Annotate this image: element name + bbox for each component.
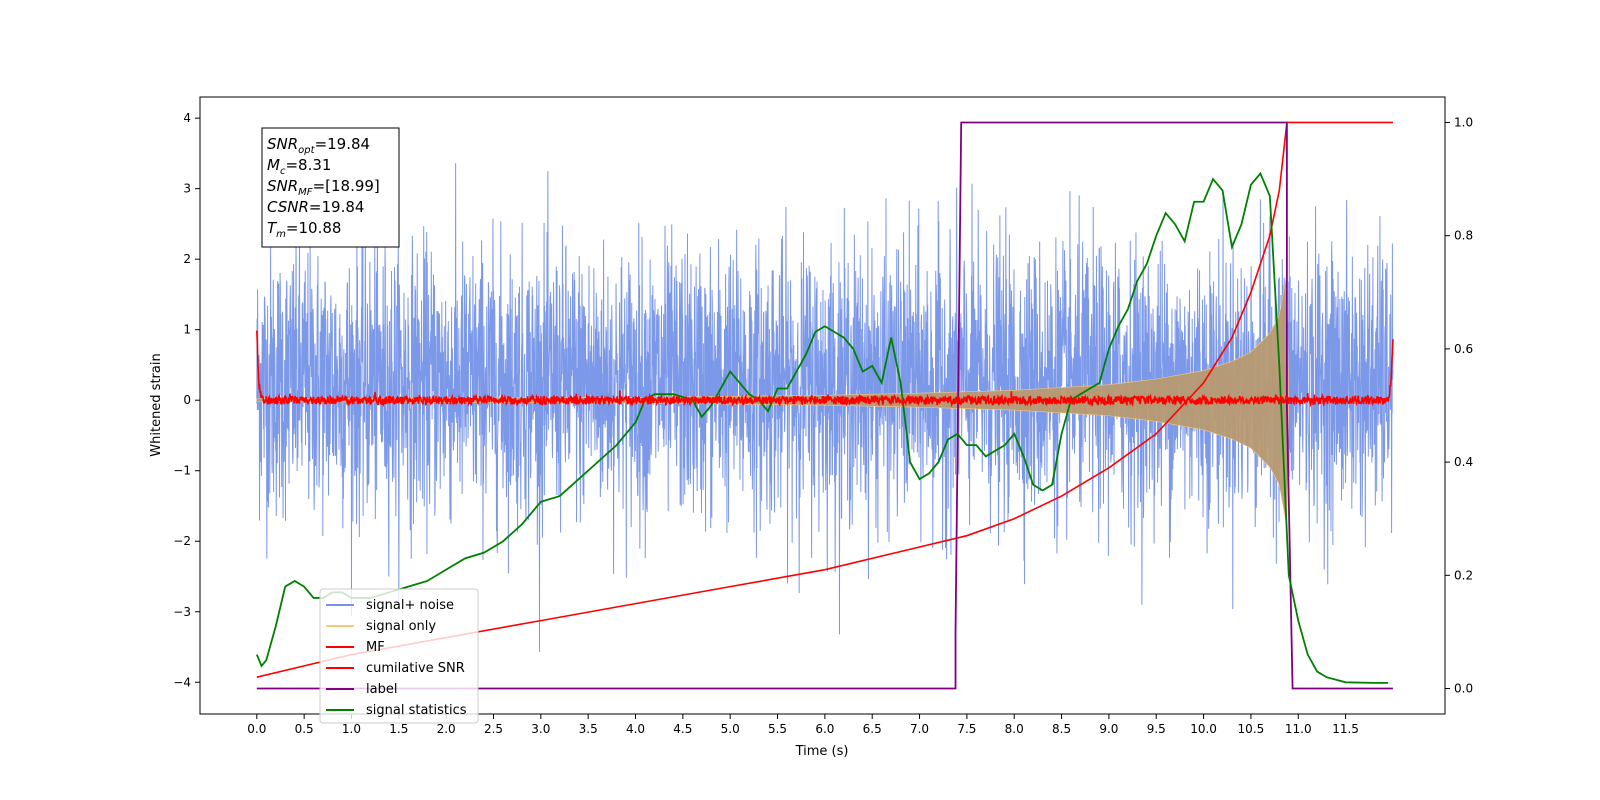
x-tick-label: 11.0 <box>1285 722 1312 736</box>
label-series <box>256 121 1393 690</box>
x-axis-label: Time (s) <box>795 744 849 759</box>
x-tick-label: 1.5 <box>389 722 408 736</box>
right-tick-label: 0.6 <box>1454 342 1473 356</box>
legend-label: label <box>366 682 397 697</box>
x-tick-label: 9.5 <box>1147 722 1166 736</box>
right-tick-label: 0.0 <box>1454 682 1473 696</box>
x-tick-label: 10.0 <box>1190 722 1217 736</box>
y-tick-label: 2 <box>183 252 191 266</box>
right-axis-ticks: 1.0 0.8 0.6 0.4 0.2 0.0 <box>1445 115 1473 696</box>
x-tick-label: 4.5 <box>673 722 692 736</box>
legend: signal+ noise signal only MF cumilative SNR… <box>319 588 479 724</box>
legend-entry: signal only <box>326 619 436 634</box>
y-tick-label: −2 <box>173 534 191 548</box>
x-tick-label: 7.0 <box>910 722 929 736</box>
y-tick-label: −4 <box>173 675 191 689</box>
y-axis-label: Whitened strain <box>149 353 164 456</box>
legend-entry: cumilative SNR <box>326 661 465 676</box>
legend-label: MF <box>366 640 385 655</box>
mf-series <box>256 330 1394 408</box>
right-tick-label: 0.2 <box>1454 568 1473 582</box>
x-tick-label: 8.0 <box>1005 722 1024 736</box>
signal-statistics-series <box>255 171 1389 684</box>
x-tick-label: 3.5 <box>579 722 598 736</box>
x-tick-label: 2.0 <box>437 722 456 736</box>
label-line <box>256 121 1393 690</box>
x-tick-label: 5.0 <box>721 722 740 736</box>
legend-entry: signal+ noise <box>326 598 454 613</box>
y-tick-label: −1 <box>173 464 191 478</box>
signal-statistics-line <box>255 171 1389 684</box>
x-tick-label: 7.5 <box>957 722 976 736</box>
right-tick-label: 1.0 <box>1454 115 1473 129</box>
x-tick-label: 2.5 <box>484 722 503 736</box>
x-tick-label: 1.0 <box>342 722 361 736</box>
annotation-line: SNRopt=19.84 <box>267 135 370 156</box>
x-tick-label: 0.0 <box>247 722 266 736</box>
x-tick-label: 6.0 <box>815 722 834 736</box>
x-tick-label: 11.5 <box>1332 722 1359 736</box>
legend-label: signal only <box>366 619 436 634</box>
annotation-line: CSNR=19.84 <box>267 198 364 216</box>
legend-entry: MF <box>326 640 385 655</box>
legend-entry: signal statistics <box>326 703 467 718</box>
x-tick-label: 5.5 <box>768 722 787 736</box>
annotation-line: Mc=8.31 <box>267 156 331 177</box>
y-tick-label: −3 <box>173 605 191 619</box>
y-tick-label: 1 <box>183 323 191 337</box>
legend-entry: label <box>326 682 397 697</box>
y-tick-label: 0 <box>183 393 191 407</box>
x-tick-label: 10.5 <box>1238 722 1265 736</box>
annotation-line: Tm=10.88 <box>267 219 341 240</box>
x-axis-ticks: 0.0 0.5 1.0 1.5 2.0 2.5 3.0 3.5 4.0 4.5 5.0 5.5 6.0 6… <box>247 714 1359 736</box>
x-tick-label: 4.0 <box>626 722 645 736</box>
right-tick-label: 0.8 <box>1454 229 1473 243</box>
plot-frame <box>199 96 1446 715</box>
y-tick-label: 3 <box>183 182 191 196</box>
mf-line <box>256 330 1394 408</box>
x-tick-label: 6.5 <box>863 722 882 736</box>
x-tick-label: 8.5 <box>1052 722 1071 736</box>
y-axis-ticks: 4 3 2 1 0 −1 −2 −3 −4 <box>173 111 200 689</box>
legend-label: signal statistics <box>366 703 467 718</box>
legend-label: cumilative SNR <box>366 661 465 676</box>
x-tick-label: 3.0 <box>531 722 550 736</box>
x-tick-label: 9.0 <box>1099 722 1118 736</box>
annotation-line: SNRMF=[18.99] <box>267 177 380 198</box>
right-tick-label: 0.4 <box>1454 455 1473 469</box>
legend-label: signal+ noise <box>366 598 454 613</box>
x-tick-label: 0.5 <box>295 722 314 736</box>
y-tick-label: 4 <box>183 111 191 125</box>
annotation-box: SNRopt=19.84Mc=8.31SNRMF=[18.99]CSNR=19.… <box>261 127 400 248</box>
